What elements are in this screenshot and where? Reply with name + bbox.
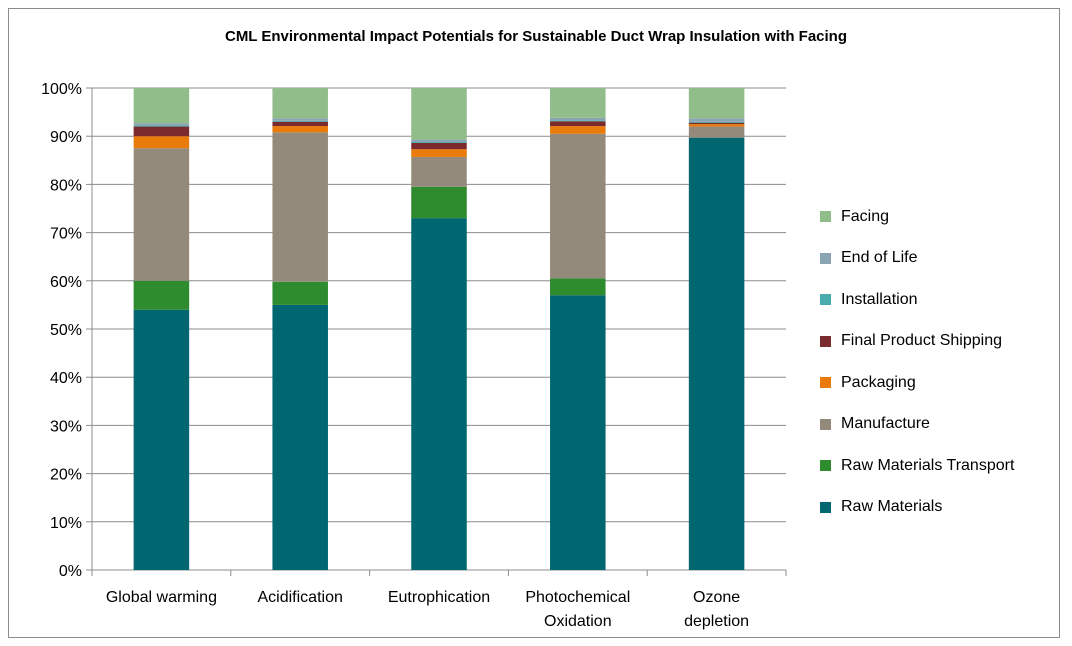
legend-item: End of Life: [820, 238, 1014, 280]
legend-swatch: [820, 418, 831, 430]
legend-swatch: [820, 460, 831, 472]
bar-segment: [272, 120, 328, 122]
y-tick-label: 0%: [59, 563, 82, 580]
bar-segment: [688, 126, 745, 138]
chart-title: CML Environmental Impact Potentials for …: [224, 28, 848, 45]
bar-segment: [411, 142, 467, 150]
legend-item: Packaging: [820, 362, 1014, 404]
x-tick-label: Photochemical: [525, 589, 630, 606]
x-tick-label: Oxidation: [544, 613, 612, 630]
bar-segment: [411, 156, 467, 187]
legend-item: Facing: [820, 196, 1014, 238]
bar-segment: [550, 126, 606, 134]
legend-swatch: [820, 211, 831, 223]
legend-label: Raw Materials: [841, 498, 943, 516]
chart-legend: Facing End of Life Installation Final Produ…: [820, 196, 1014, 528]
bar-segment: [550, 133, 606, 279]
y-tick-label: 30%: [50, 418, 82, 435]
x-tick-label: depletion: [684, 613, 749, 630]
legend-label: Installation: [841, 290, 918, 308]
bar-segment: [550, 88, 606, 118]
y-tick-label: 10%: [50, 515, 82, 532]
legend-label: Raw Materials Transport: [841, 456, 1015, 474]
y-tick-label: 20%: [50, 467, 82, 484]
bar-segment: [272, 281, 328, 305]
legend-swatch: [820, 252, 831, 264]
bar-segment: [688, 122, 745, 125]
bar-segment: [272, 132, 328, 282]
bar-segment: [133, 280, 190, 310]
y-tick-label: 70%: [50, 226, 82, 243]
legend-item: Installation: [820, 279, 1014, 321]
bar-segment: [133, 123, 190, 126]
bar-segment: [411, 139, 467, 142]
legend-item: Manufacture: [820, 404, 1014, 446]
bar-segment: [272, 126, 328, 133]
legend-swatch: [820, 335, 831, 347]
bar-segment: [550, 295, 606, 570]
legend-swatch: [820, 501, 831, 513]
bar-segment: [272, 304, 328, 570]
x-tick-label: Acidification: [258, 589, 343, 606]
bar-segment: [411, 218, 467, 570]
bar-segment: [550, 121, 606, 127]
legend-item: Raw Materials Transport: [820, 445, 1014, 487]
bar-segment: [688, 118, 745, 122]
bar-segment: [133, 136, 190, 149]
bar-segment: [688, 121, 745, 123]
y-tick-label: 80%: [50, 177, 82, 194]
bar-segment: [133, 126, 190, 137]
bar-segment: [688, 137, 745, 570]
bar-segment: [272, 121, 328, 127]
legend-label: Manufacture: [841, 415, 930, 433]
bar-segment: [133, 148, 190, 281]
bar-segment: [688, 124, 745, 127]
legend-label: Final Product Shipping: [841, 332, 1002, 350]
legend-item: Raw Materials: [820, 487, 1014, 529]
bar-segment: [550, 117, 606, 121]
x-tick-label: Eutrophication: [388, 589, 490, 606]
bar-segment: [411, 149, 467, 157]
x-tick-label: Ozone: [693, 589, 740, 606]
legend-label: Packaging: [841, 373, 916, 391]
legend-label: End of Life: [841, 249, 918, 267]
y-tick-label: 50%: [50, 322, 82, 339]
bar-segment: [411, 141, 467, 143]
bar-segment: [133, 125, 190, 127]
legend-label: Facing: [841, 207, 890, 225]
bar-segment: [272, 88, 328, 119]
bar-segment: [550, 278, 606, 296]
y-tick-label: 90%: [50, 129, 82, 146]
bar-segment: [411, 186, 467, 219]
bar-segment: [550, 120, 606, 122]
x-tick-label: Global warming: [106, 589, 217, 606]
y-tick-label: 40%: [50, 370, 82, 387]
legend-item: Final Product Shipping: [820, 321, 1014, 363]
bar-segment: [133, 309, 190, 570]
y-tick-label: 60%: [50, 274, 82, 291]
legend-swatch: [820, 377, 831, 389]
bar-segment: [688, 88, 745, 119]
bar-segment: [133, 88, 190, 124]
bar-segment: [272, 118, 328, 121]
legend-swatch: [820, 294, 831, 306]
bar-segment: [411, 88, 467, 140]
y-tick-label: 100%: [41, 81, 82, 98]
